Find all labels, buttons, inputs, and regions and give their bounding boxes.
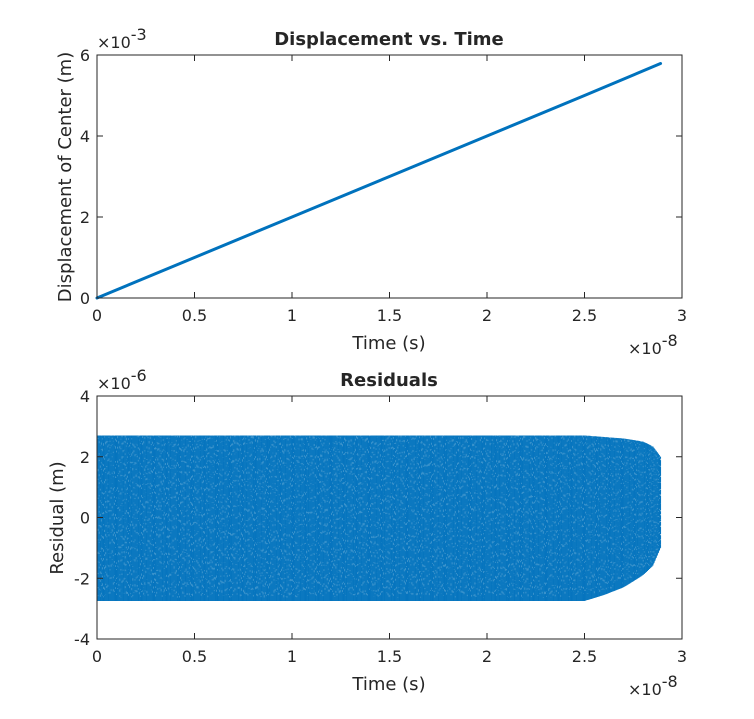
top-y-ticks: 0 2 4 6 <box>80 46 682 308</box>
bottom-x-ticks: 0 0.5 1 1.5 2 2.5 3 <box>92 396 687 666</box>
top-x-tick-label: 3 <box>677 306 687 325</box>
top-y-tick-label: 4 <box>80 127 90 146</box>
top-y-tick-label: 6 <box>80 46 90 65</box>
residuals-plot-area <box>96 435 662 602</box>
top-chart-title: Displacement vs. Time <box>274 29 504 50</box>
top-x-tick-label: 2.5 <box>572 306 597 325</box>
bottom-x-axis-label: Time (s) <box>351 674 425 695</box>
bottom-y-exponent: ×10-6 <box>97 366 147 393</box>
displacement-plot-area <box>95 62 663 300</box>
top-x-tick-label: 1 <box>287 306 297 325</box>
top-x-axis-label: Time (s) <box>351 333 425 354</box>
bottom-y-ticks: -4 -2 0 2 4 <box>74 387 682 649</box>
top-x-tick-label: 0.5 <box>182 306 207 325</box>
top-y-axis-label: Displacement of Center (m) <box>55 52 76 302</box>
bottom-x-tick-label: 3 <box>677 647 687 666</box>
bottom-y-tick-label: 4 <box>80 387 90 406</box>
top-x-ticks: 0 0.5 1 1.5 2 2.5 3 <box>92 55 687 325</box>
bottom-y-axis-label: Residual (m) <box>47 461 68 574</box>
top-x-exponent: ×10-8 <box>628 331 678 358</box>
bottom-x-tick-label: 2.5 <box>572 647 597 666</box>
displacement-point <box>290 215 294 219</box>
bottom-x-exponent: ×10-8 <box>628 672 678 699</box>
bottom-x-tick-label: 0 <box>92 647 102 666</box>
bottom-y-tick-label: -2 <box>74 569 90 588</box>
bottom-x-tick-label: 0.5 <box>182 647 207 666</box>
top-y-exponent: ×10-3 <box>97 25 147 52</box>
top-x-tick-label: 2 <box>482 306 492 325</box>
bottom-y-tick-label: 0 <box>80 509 90 528</box>
displacement-point <box>388 175 391 178</box>
residuals-axes: Residuals 0 0.5 1 1.5 2 2.5 3 -4 -2 0 2 4 Time (s)… <box>47 366 687 699</box>
top-x-tick-label: 1.5 <box>377 306 402 325</box>
top-y-tick-label: 0 <box>80 289 90 308</box>
bottom-y-tick-label: 2 <box>80 448 90 467</box>
bottom-x-tick-label: 1 <box>287 647 297 666</box>
displacement-point <box>485 134 489 138</box>
displacement-point <box>193 256 196 259</box>
displacement-point <box>659 62 662 65</box>
bottom-y-tick-label: -4 <box>74 630 90 649</box>
bottom-x-tick-label: 1.5 <box>377 647 402 666</box>
displacement-axes: Displacement vs. Time 0 0.5 1 1.5 2 2.5 3 0 2 4 6… <box>55 25 687 358</box>
displacement-point <box>583 94 586 97</box>
bottom-chart-title: Residuals <box>340 370 438 391</box>
displacement-series-line <box>95 62 663 300</box>
top-y-tick-label: 2 <box>80 208 90 227</box>
top-x-tick-label: 0 <box>92 306 102 325</box>
bottom-x-tick-label: 2 <box>482 647 492 666</box>
